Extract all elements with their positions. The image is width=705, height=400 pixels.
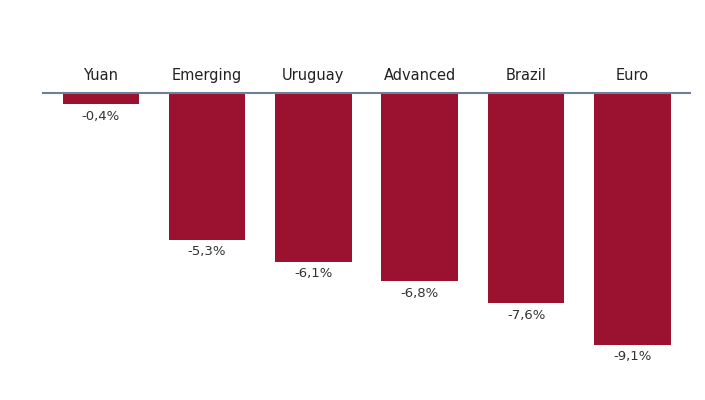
Text: Yuan: Yuan bbox=[83, 68, 118, 83]
Text: -7,6%: -7,6% bbox=[507, 309, 545, 322]
Bar bbox=[168, 93, 245, 240]
Bar bbox=[488, 93, 565, 303]
Text: Brazil: Brazil bbox=[505, 68, 546, 83]
Text: -5,3%: -5,3% bbox=[188, 245, 226, 258]
Text: -6,1%: -6,1% bbox=[294, 267, 333, 280]
Text: -0,4%: -0,4% bbox=[82, 110, 120, 122]
Bar bbox=[63, 93, 139, 104]
Bar bbox=[594, 93, 670, 345]
Text: Uruguay: Uruguay bbox=[282, 68, 345, 83]
Text: -6,8%: -6,8% bbox=[400, 287, 439, 300]
Bar bbox=[275, 93, 352, 262]
Text: -9,1%: -9,1% bbox=[613, 350, 651, 364]
Text: Advanced: Advanced bbox=[384, 68, 456, 83]
Text: Euro: Euro bbox=[616, 68, 649, 83]
Bar bbox=[381, 93, 458, 281]
Text: Emerging: Emerging bbox=[172, 68, 243, 83]
